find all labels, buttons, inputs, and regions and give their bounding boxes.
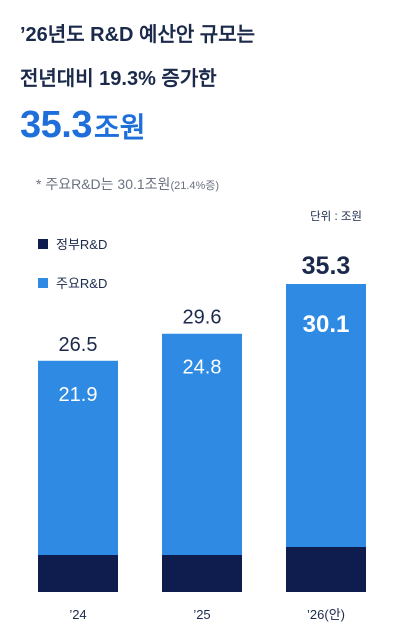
footnote: * 주요R&D는 30.1조원(21.4%증) <box>36 174 219 194</box>
total-label-0: 26.5 <box>59 334 98 356</box>
footnote-percent: (21.4%증) <box>170 180 220 192</box>
legend-swatch-main <box>38 277 48 288</box>
main-value-label-0: 21.9 <box>59 384 98 406</box>
x-tick-label-1: ’25 <box>193 607 210 622</box>
x-tick-label-0: ’24 <box>69 607 86 622</box>
legend-item-main-rnd: 주요R&D <box>38 273 107 292</box>
headline-line2: 전년대비 19.3% 증가한 <box>20 68 217 90</box>
legend-swatch-base <box>38 238 48 249</box>
bar-base-segment-1 <box>162 555 242 592</box>
bar-main-rnd-2 <box>286 284 366 547</box>
headline-amount-number: 35.3 <box>20 104 92 146</box>
main-value-label-2: 30.1 <box>303 311 350 338</box>
legend-label-main-rnd: 주요R&D <box>56 276 108 291</box>
legend-item-government-rnd: 정부R&D <box>38 234 107 253</box>
footnote-main: * 주요R&D는 30.1조원 <box>36 176 171 192</box>
bar-main-rnd-1 <box>162 333 242 555</box>
headline-amount: 35.3조원 <box>20 104 146 147</box>
bar-base-segment-0 <box>38 555 118 592</box>
bar-main-rnd-0 <box>38 360 118 555</box>
unit-label: 단위 : 조원 <box>310 211 362 223</box>
bar-base-segment-2 <box>286 547 366 592</box>
total-label-1: 29.6 <box>183 307 222 329</box>
headline-amount-unit: 조원 <box>93 112 146 143</box>
headline-line1: ’26년도 R&D 예산안 규모는 <box>20 24 256 46</box>
legend-label-government-rnd: 정부R&D <box>56 237 108 252</box>
main-value-label-1: 24.8 <box>183 357 222 379</box>
x-tick-label-2: ’26(안) <box>307 607 345 622</box>
total-label-2: 35.3 <box>302 252 351 280</box>
